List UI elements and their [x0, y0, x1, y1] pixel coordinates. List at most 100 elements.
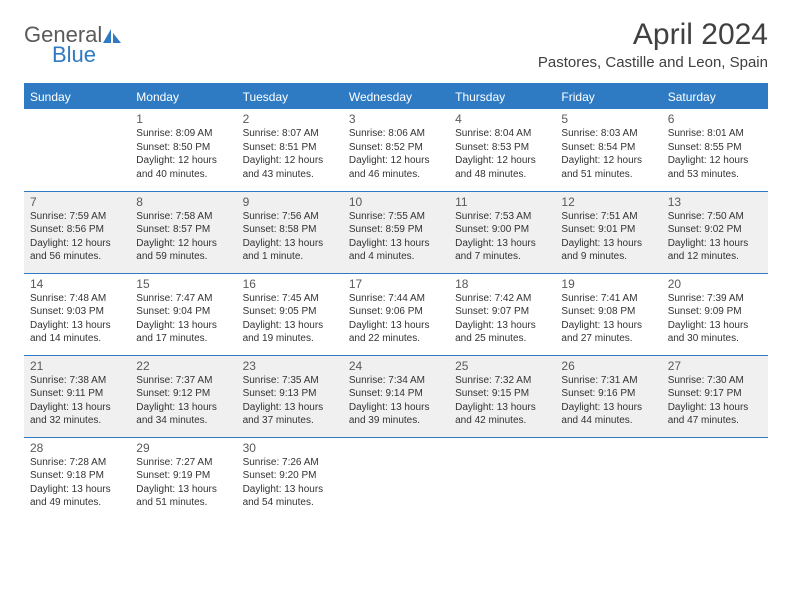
- daylight-text: and 48 minutes.: [455, 168, 549, 182]
- daylight-text: Daylight: 13 hours: [136, 401, 230, 415]
- daylight-text: and 53 minutes.: [668, 168, 762, 182]
- day-cell: 18Sunrise: 7:42 AMSunset: 9:07 PMDayligh…: [449, 273, 555, 355]
- daylight-text: Daylight: 12 hours: [136, 154, 230, 168]
- daylight-text: Daylight: 13 hours: [243, 319, 337, 333]
- daylight-text: and 49 minutes.: [30, 496, 124, 510]
- daylight-text: Daylight: 12 hours: [349, 154, 443, 168]
- daylight-text: and 47 minutes.: [668, 414, 762, 428]
- sunset-text: Sunset: 9:07 PM: [455, 305, 549, 319]
- day-cell: [449, 437, 555, 519]
- week-row: 1Sunrise: 8:09 AMSunset: 8:50 PMDaylight…: [24, 109, 768, 191]
- daylight-text: Daylight: 13 hours: [561, 401, 655, 415]
- sunrise-text: Sunrise: 7:59 AM: [30, 210, 124, 224]
- weekday-header: Saturday: [662, 84, 768, 109]
- header: General Blue April 2024 Pastores, Castil…: [24, 18, 768, 71]
- daylight-text: Daylight: 13 hours: [136, 319, 230, 333]
- sunset-text: Sunset: 9:11 PM: [30, 387, 124, 401]
- day-cell: 26Sunrise: 7:31 AMSunset: 9:16 PMDayligh…: [555, 355, 661, 437]
- weekday-header: Tuesday: [237, 84, 343, 109]
- sunrise-text: Sunrise: 8:09 AM: [136, 127, 230, 141]
- sunset-text: Sunset: 8:53 PM: [455, 141, 549, 155]
- sunrise-text: Sunrise: 7:38 AM: [30, 374, 124, 388]
- day-cell: 20Sunrise: 7:39 AMSunset: 9:09 PMDayligh…: [662, 273, 768, 355]
- daylight-text: Daylight: 12 hours: [455, 154, 549, 168]
- sunset-text: Sunset: 8:59 PM: [349, 223, 443, 237]
- sunrise-text: Sunrise: 8:03 AM: [561, 127, 655, 141]
- daylight-text: and 51 minutes.: [561, 168, 655, 182]
- day-cell: 6Sunrise: 8:01 AMSunset: 8:55 PMDaylight…: [662, 109, 768, 191]
- daylight-text: Daylight: 13 hours: [243, 401, 337, 415]
- daylight-text: and 4 minutes.: [349, 250, 443, 264]
- day-number: 10: [349, 195, 443, 209]
- sunrise-text: Sunrise: 7:26 AM: [243, 456, 337, 470]
- daylight-text: Daylight: 12 hours: [668, 154, 762, 168]
- sunrise-text: Sunrise: 7:44 AM: [349, 292, 443, 306]
- sunset-text: Sunset: 9:18 PM: [30, 469, 124, 483]
- sunrise-text: Sunrise: 7:47 AM: [136, 292, 230, 306]
- daylight-text: Daylight: 13 hours: [349, 237, 443, 251]
- day-number: 3: [349, 112, 443, 126]
- day-cell: 21Sunrise: 7:38 AMSunset: 9:11 PMDayligh…: [24, 355, 130, 437]
- sunrise-text: Sunrise: 7:58 AM: [136, 210, 230, 224]
- day-number: 16: [243, 277, 337, 291]
- day-number: 20: [668, 277, 762, 291]
- day-cell: 15Sunrise: 7:47 AMSunset: 9:04 PMDayligh…: [130, 273, 236, 355]
- sunset-text: Sunset: 9:13 PM: [243, 387, 337, 401]
- day-cell: 2Sunrise: 8:07 AMSunset: 8:51 PMDaylight…: [237, 109, 343, 191]
- daylight-text: Daylight: 13 hours: [243, 483, 337, 497]
- day-cell: 23Sunrise: 7:35 AMSunset: 9:13 PMDayligh…: [237, 355, 343, 437]
- day-number: 5: [561, 112, 655, 126]
- sunset-text: Sunset: 9:05 PM: [243, 305, 337, 319]
- daylight-text: and 32 minutes.: [30, 414, 124, 428]
- daylight-text: and 17 minutes.: [136, 332, 230, 346]
- sunset-text: Sunset: 8:55 PM: [668, 141, 762, 155]
- daylight-text: Daylight: 13 hours: [561, 237, 655, 251]
- sunrise-text: Sunrise: 7:41 AM: [561, 292, 655, 306]
- weekday-header-row: Sunday Monday Tuesday Wednesday Thursday…: [24, 84, 768, 109]
- day-number: 4: [455, 112, 549, 126]
- sunset-text: Sunset: 9:16 PM: [561, 387, 655, 401]
- daylight-text: and 56 minutes.: [30, 250, 124, 264]
- day-cell: 10Sunrise: 7:55 AMSunset: 8:59 PMDayligh…: [343, 191, 449, 273]
- sunrise-text: Sunrise: 7:56 AM: [243, 210, 337, 224]
- day-number: 9: [243, 195, 337, 209]
- day-cell: 30Sunrise: 7:26 AMSunset: 9:20 PMDayligh…: [237, 437, 343, 519]
- day-cell: 24Sunrise: 7:34 AMSunset: 9:14 PMDayligh…: [343, 355, 449, 437]
- day-number: 23: [243, 359, 337, 373]
- day-number: 18: [455, 277, 549, 291]
- sunset-text: Sunset: 8:54 PM: [561, 141, 655, 155]
- day-cell: 4Sunrise: 8:04 AMSunset: 8:53 PMDaylight…: [449, 109, 555, 191]
- daylight-text: and 37 minutes.: [243, 414, 337, 428]
- daylight-text: Daylight: 13 hours: [349, 319, 443, 333]
- day-cell: 3Sunrise: 8:06 AMSunset: 8:52 PMDaylight…: [343, 109, 449, 191]
- sunrise-text: Sunrise: 7:27 AM: [136, 456, 230, 470]
- day-cell: [662, 437, 768, 519]
- daylight-text: Daylight: 13 hours: [668, 401, 762, 415]
- daylight-text: and 1 minute.: [243, 250, 337, 264]
- sunset-text: Sunset: 9:14 PM: [349, 387, 443, 401]
- day-number: 2: [243, 112, 337, 126]
- sunset-text: Sunset: 9:04 PM: [136, 305, 230, 319]
- daylight-text: Daylight: 13 hours: [455, 401, 549, 415]
- logo-text-blue: Blue: [52, 42, 96, 68]
- daylight-text: Daylight: 13 hours: [30, 483, 124, 497]
- daylight-text: and 7 minutes.: [455, 250, 549, 264]
- sunrise-text: Sunrise: 8:01 AM: [668, 127, 762, 141]
- daylight-text: Daylight: 13 hours: [561, 319, 655, 333]
- daylight-text: and 27 minutes.: [561, 332, 655, 346]
- sunrise-text: Sunrise: 7:45 AM: [243, 292, 337, 306]
- sunrise-text: Sunrise: 7:48 AM: [30, 292, 124, 306]
- sunset-text: Sunset: 9:00 PM: [455, 223, 549, 237]
- day-number: 6: [668, 112, 762, 126]
- day-number: 11: [455, 195, 549, 209]
- daylight-text: and 34 minutes.: [136, 414, 230, 428]
- daylight-text: Daylight: 13 hours: [668, 237, 762, 251]
- day-cell: [24, 109, 130, 191]
- day-cell: 14Sunrise: 7:48 AMSunset: 9:03 PMDayligh…: [24, 273, 130, 355]
- daylight-text: Daylight: 13 hours: [243, 237, 337, 251]
- sunset-text: Sunset: 9:03 PM: [30, 305, 124, 319]
- sunset-text: Sunset: 9:08 PM: [561, 305, 655, 319]
- day-cell: [555, 437, 661, 519]
- daylight-text: and 46 minutes.: [349, 168, 443, 182]
- daylight-text: and 9 minutes.: [561, 250, 655, 264]
